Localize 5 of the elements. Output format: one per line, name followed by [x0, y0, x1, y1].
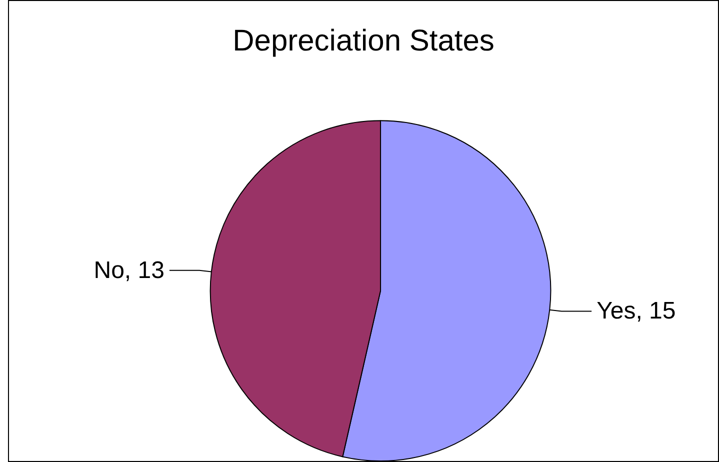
slice-label: No — [94, 256, 124, 284]
chart-title: Depreciation States — [232, 24, 494, 58]
data-label: , 15 — [636, 298, 676, 325]
slice-label: Yes — [596, 298, 636, 325]
data-label: , 13 — [124, 256, 164, 284]
